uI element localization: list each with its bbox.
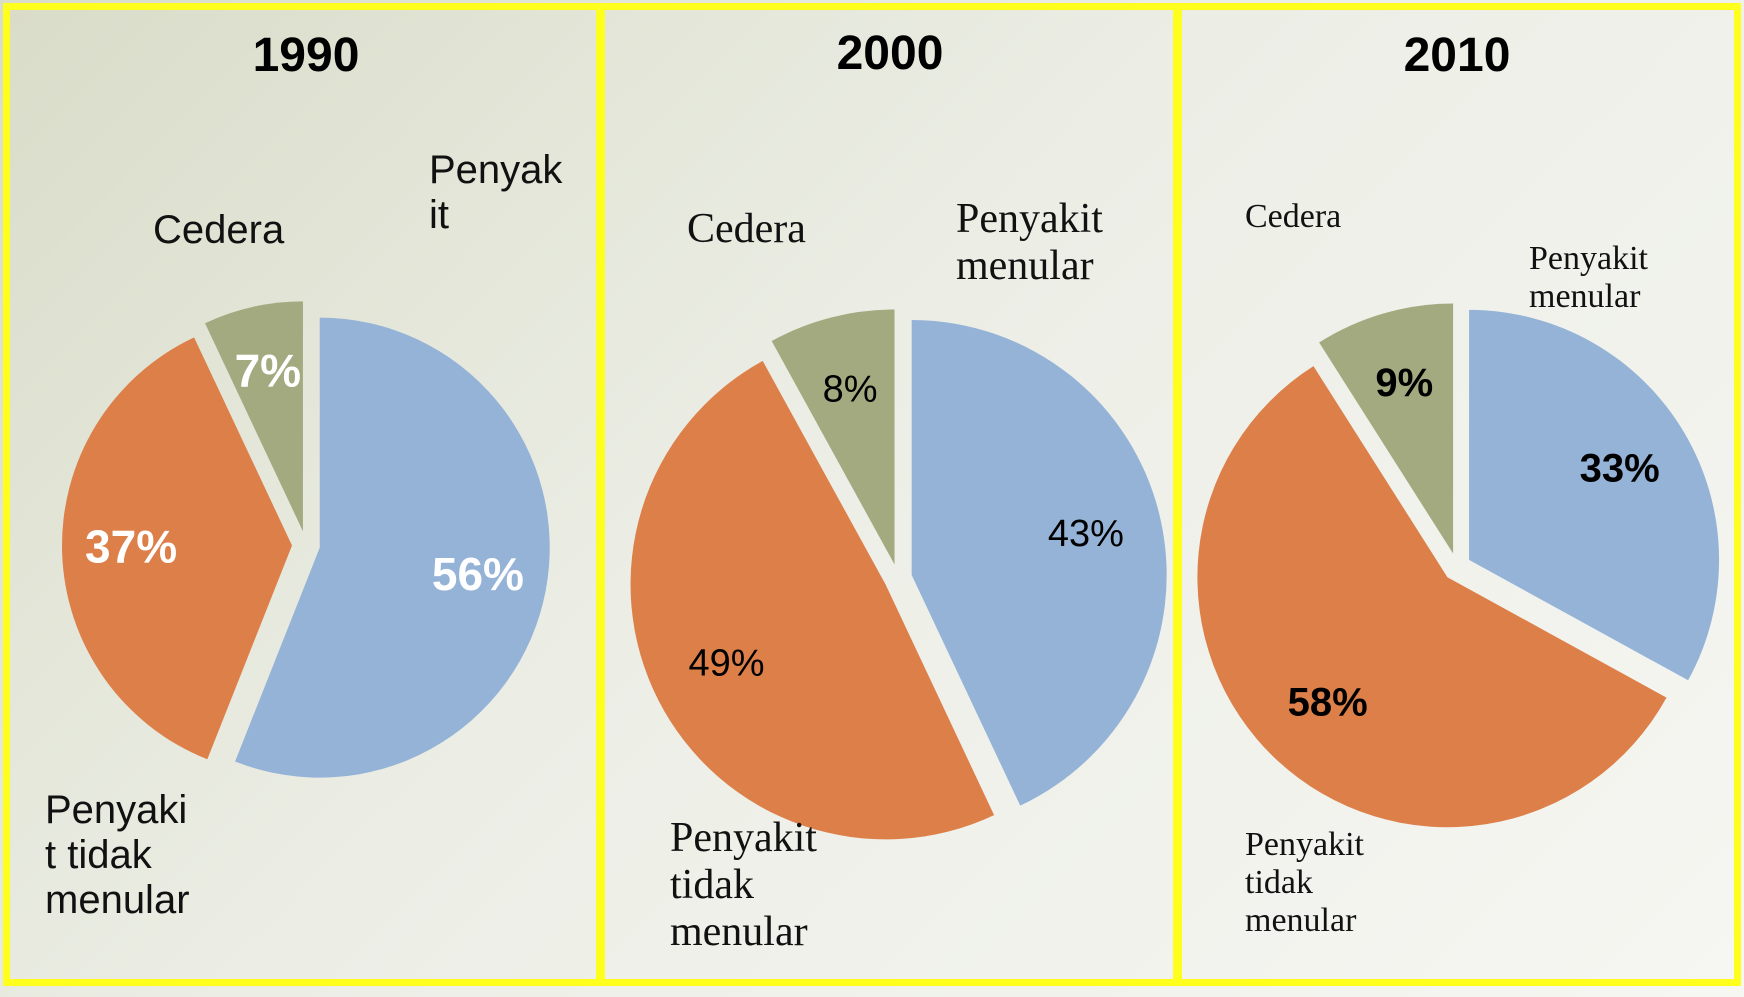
category-label: Penyakit tidak menular [670, 815, 817, 956]
chart-title: 2000 [836, 27, 944, 80]
value-label: 7% [235, 344, 301, 396]
pie-slice [62, 337, 293, 760]
category-label: Penyaki t tidak menular [45, 788, 190, 922]
value-label: 58% [1288, 680, 1368, 724]
pie-slice [235, 317, 550, 778]
chart-title: 2010 [1403, 29, 1511, 82]
category-label: Cedera [153, 208, 285, 252]
category-label: Penyakit menular [956, 196, 1103, 290]
value-label: 8% [823, 369, 878, 411]
chart-title: 1990 [252, 29, 360, 82]
pie-slice [1469, 309, 1720, 681]
pie-slice [630, 360, 995, 840]
value-label: 9% [1375, 361, 1433, 405]
panel [1175, 3, 1741, 986]
pie-slice [771, 309, 895, 565]
pie-slice [205, 301, 303, 532]
value-label: 37% [85, 521, 177, 573]
value-label: 49% [688, 642, 764, 684]
category-label: Cedera [1245, 198, 1342, 235]
pie-slice [911, 319, 1167, 806]
pie-slice [1319, 303, 1454, 554]
value-label: 43% [1048, 513, 1124, 555]
value-label: 33% [1580, 446, 1660, 490]
category-label: Penyak it [429, 148, 563, 237]
category-label: Penyakit menular [1529, 240, 1648, 316]
category-label: Penyakit tidak menular [1245, 826, 1364, 940]
pie-slice [1197, 366, 1667, 828]
value-label: 56% [432, 548, 524, 600]
category-label: Cedera [687, 206, 806, 252]
